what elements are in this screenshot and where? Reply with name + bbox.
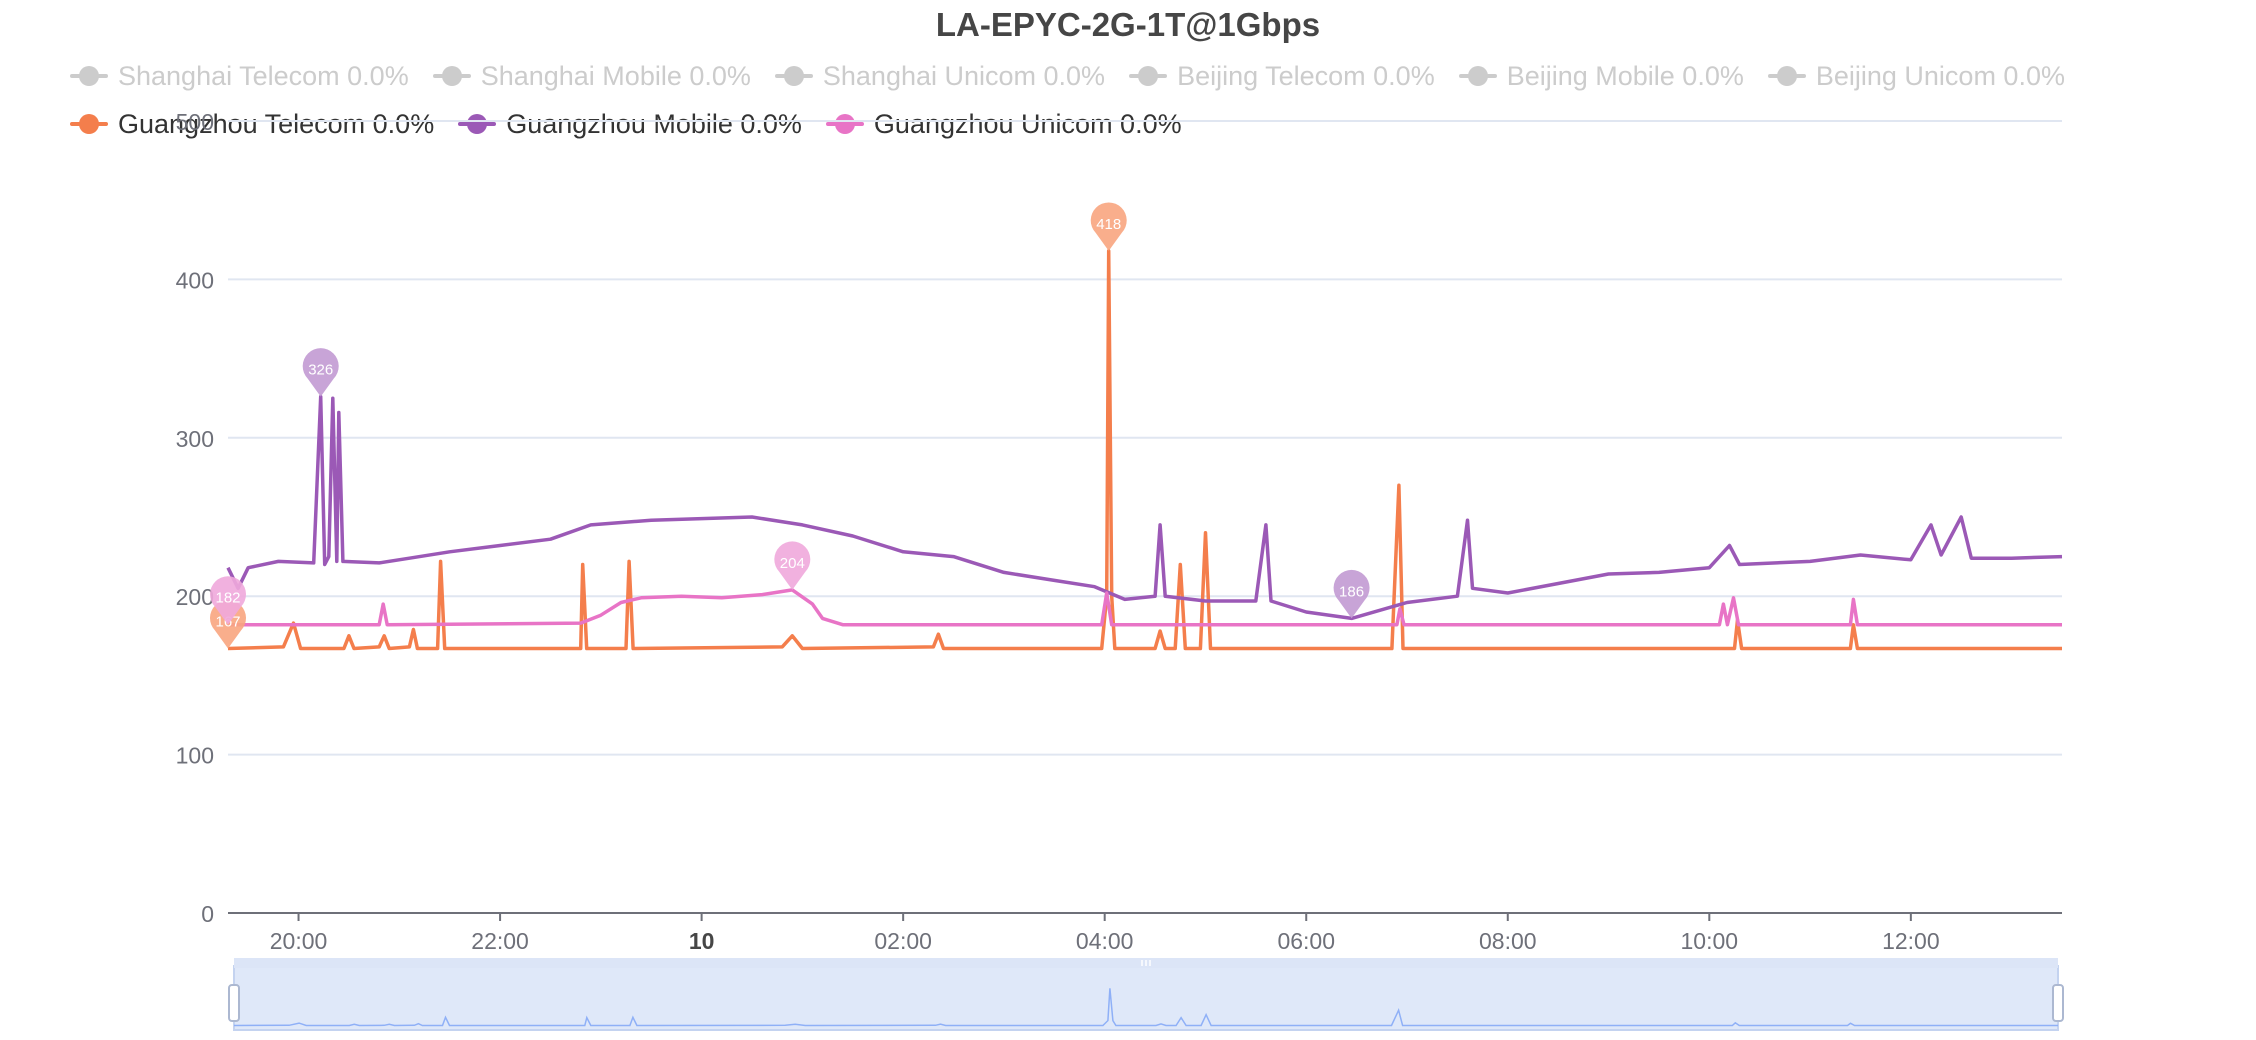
legend-label: Shanghai Telecom 0.0% bbox=[118, 60, 409, 91]
legend-label: Beijing Telecom 0.0% bbox=[1177, 60, 1435, 91]
y-tick-label: 400 bbox=[176, 267, 214, 293]
marker-label: 204 bbox=[780, 555, 805, 572]
legend-marker-icon bbox=[70, 112, 108, 136]
data-zoom-track bbox=[233, 965, 2059, 1031]
y-tick-label: 300 bbox=[176, 426, 214, 452]
marker-shape bbox=[302, 348, 339, 397]
legend-label: Guangzhou Telecom 0.0% bbox=[118, 108, 435, 139]
y-tick-label: 100 bbox=[176, 743, 214, 769]
legend-marker-icon bbox=[1767, 64, 1806, 88]
legend-item[interactable]: Guangzhou Mobile 0.0% bbox=[458, 109, 802, 140]
marker-pin: 204 bbox=[774, 541, 811, 590]
marker-pin: 186 bbox=[1333, 569, 1370, 619]
legend-marker-icon bbox=[1129, 64, 1168, 88]
legend-label: Guangzhou Mobile 0.0% bbox=[506, 108, 802, 139]
legend-label: Beijing Mobile 0.0% bbox=[1506, 60, 1744, 91]
marker-shape bbox=[1090, 202, 1127, 251]
y-tick-label: 500 bbox=[176, 109, 214, 135]
legend-item[interactable]: Guangzhou Unicom 0.0% bbox=[825, 108, 1182, 140]
y-tick-label: 200 bbox=[176, 584, 214, 610]
legend-item[interactable]: Beijing Unicom 0.0% bbox=[1767, 60, 2065, 92]
legend-item[interactable]: Shanghai Unicom 0.0% bbox=[774, 60, 1106, 92]
marker-shape bbox=[1333, 569, 1370, 619]
marker-shape bbox=[774, 541, 811, 590]
legend-marker-icon bbox=[825, 112, 864, 136]
marker-label: 182 bbox=[215, 590, 240, 607]
legend-marker-icon bbox=[774, 64, 813, 88]
legend-item[interactable]: Guangzhou Telecom 0.0% bbox=[70, 109, 434, 140]
x-tick-label: 10 bbox=[689, 928, 715, 954]
x-tick-label: 12:00 bbox=[1882, 928, 1940, 954]
data-zoom-start-handle[interactable] bbox=[228, 984, 240, 1022]
x-tick-label: 04:00 bbox=[1076, 928, 1134, 954]
data-zoom-window[interactable] bbox=[233, 965, 2059, 1031]
legend-marker-icon bbox=[1458, 64, 1497, 88]
x-tick-label: 20:00 bbox=[270, 928, 328, 954]
legend-item[interactable]: Shanghai Mobile 0.0% bbox=[432, 60, 751, 92]
legend-row: Shanghai Telecom 0.0% Shanghai Mobile 0.0… bbox=[70, 54, 2256, 98]
chart-title: LA-EPYC-2G-1T@1Gbps bbox=[935, 6, 1321, 43]
legend-label: Shanghai Mobile 0.0% bbox=[480, 60, 751, 91]
x-tick-label: 10:00 bbox=[1681, 928, 1739, 954]
legend-item[interactable]: Shanghai Telecom 0.0% bbox=[70, 61, 409, 92]
marker-label: 326 bbox=[308, 362, 333, 379]
marker-pin: 182 bbox=[210, 576, 247, 625]
series-line bbox=[226, 394, 2063, 621]
marker-label: 418 bbox=[1096, 216, 1121, 233]
legend-item[interactable]: Beijing Telecom 0.0% bbox=[1129, 61, 1435, 92]
x-tick-label: 08:00 bbox=[1479, 928, 1537, 954]
series-line bbox=[228, 588, 2062, 627]
marker-pin: 326 bbox=[302, 348, 339, 397]
data-zoom-preview-line bbox=[233, 988, 2058, 1027]
legend-marker-icon bbox=[458, 112, 497, 136]
legend-label: Beijing Unicom 0.0% bbox=[1815, 60, 2065, 91]
y-tick-label: 0 bbox=[201, 901, 214, 927]
x-tick-label: 06:00 bbox=[1277, 928, 1335, 954]
legend-marker-icon bbox=[432, 64, 471, 88]
marker-pin: 418 bbox=[1090, 202, 1127, 251]
x-tick-label: 22:00 bbox=[471, 928, 529, 954]
legend-row: Guangzhou Telecom 0.0% Guangzhou Mobile 0… bbox=[70, 102, 2256, 146]
series-line bbox=[227, 249, 2062, 651]
legend-label: Guangzhou Unicom 0.0% bbox=[873, 108, 1182, 139]
legend-item[interactable]: Beijing Mobile 0.0% bbox=[1458, 60, 1744, 92]
legend-marker-icon bbox=[70, 64, 108, 88]
marker-label: 186 bbox=[1339, 583, 1364, 600]
x-tick-label: 02:00 bbox=[874, 928, 932, 954]
data-zoom-end-handle[interactable] bbox=[2052, 984, 2064, 1022]
legend-label: Shanghai Unicom 0.0% bbox=[822, 60, 1106, 91]
marker-shape bbox=[210, 576, 247, 625]
